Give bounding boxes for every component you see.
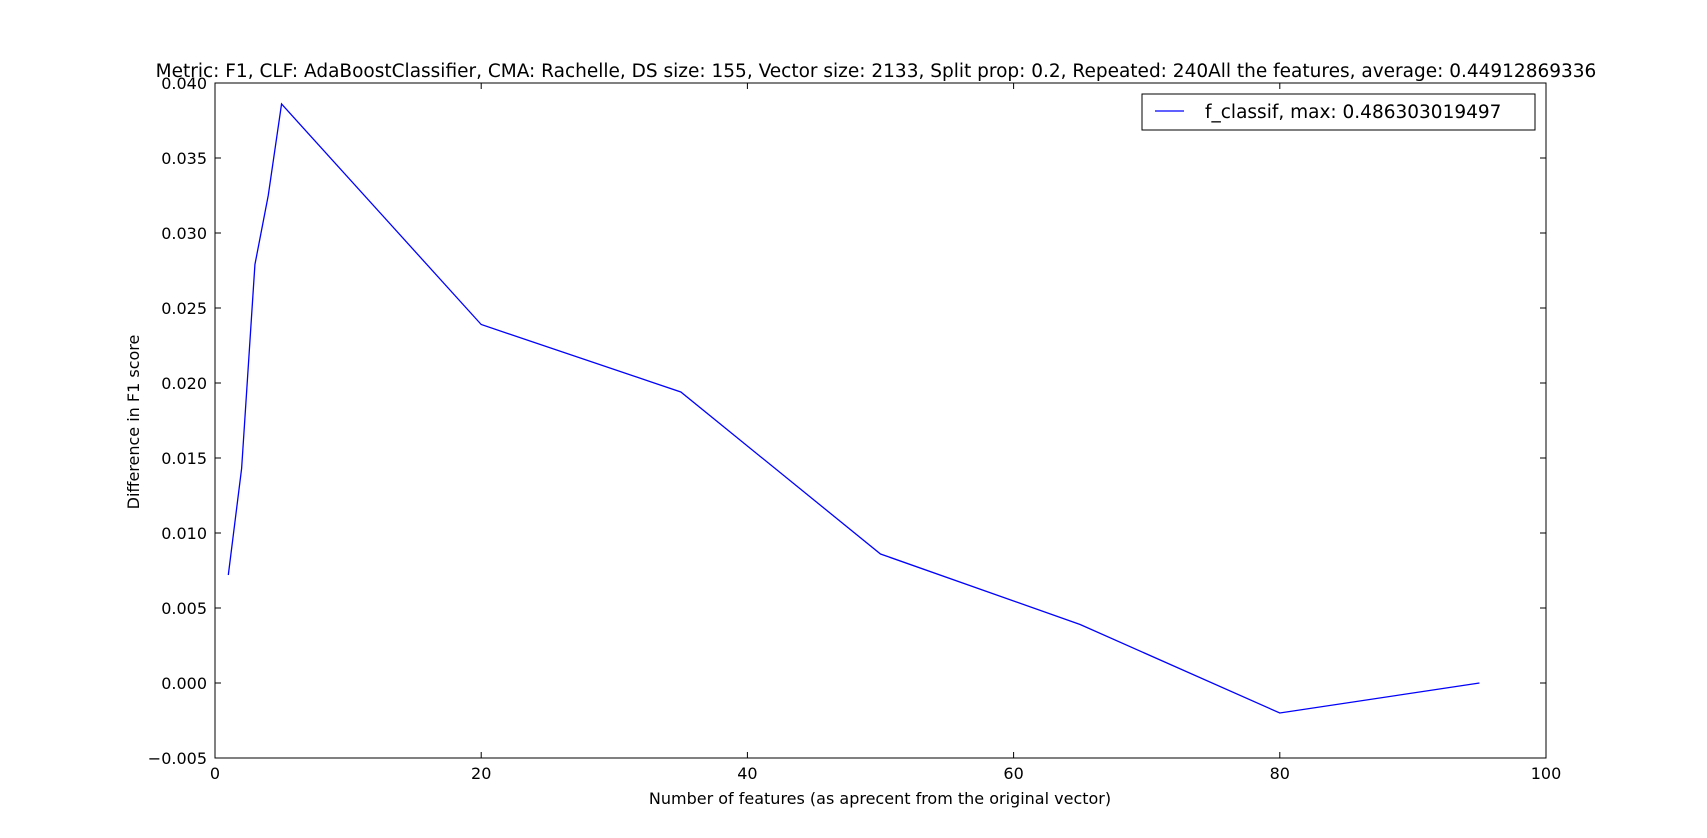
y-tick-label: 0.025 xyxy=(161,299,207,318)
x-tick-label: 100 xyxy=(1531,764,1562,783)
x-axis-label: Number of features (as aprecent from the… xyxy=(649,789,1111,808)
x-tick-label: 0 xyxy=(210,764,220,783)
y-tick-label: 0.020 xyxy=(161,374,207,393)
y-tick-label: 0.000 xyxy=(161,674,207,693)
y-tick-labels: −0.005 0.000 0.005 0.010 0.015 0.020 0.025 0.03… xyxy=(148,74,207,768)
x-tick-label: 80 xyxy=(1270,764,1290,783)
legend-entry-label: f_classif, max: 0.486303019497 xyxy=(1205,102,1501,123)
x-tick-labels: 0 20 40 60 80 100 xyxy=(210,764,1561,783)
y-tick-label: 0.040 xyxy=(161,74,207,93)
series-layer xyxy=(227,102,1480,714)
legend-box xyxy=(1141,93,1536,131)
y-tick-label: 0.035 xyxy=(161,149,207,168)
y-tick-label: 0.030 xyxy=(161,224,207,243)
y-tick-label: 0.010 xyxy=(161,524,207,543)
y-axis-label: Difference in F1 score xyxy=(124,335,143,510)
plot-frame xyxy=(214,82,1547,759)
plot-area xyxy=(214,82,1547,759)
chart-title: Metric: F1, CLF: AdaBoostClassifier, CMA… xyxy=(156,61,1597,82)
legend: f_classif, max: 0.486303019497 xyxy=(1141,93,1536,131)
series-line xyxy=(227,102,1480,714)
axis-ticks xyxy=(214,82,1547,759)
x-tick-label: 60 xyxy=(1003,764,1023,783)
y-tick-label: 0.015 xyxy=(161,449,207,468)
x-tick-label: 40 xyxy=(737,764,757,783)
x-tick-label: 20 xyxy=(471,764,491,783)
y-tick-label: 0.005 xyxy=(161,599,207,618)
y-tick-label: −0.005 xyxy=(148,749,207,768)
